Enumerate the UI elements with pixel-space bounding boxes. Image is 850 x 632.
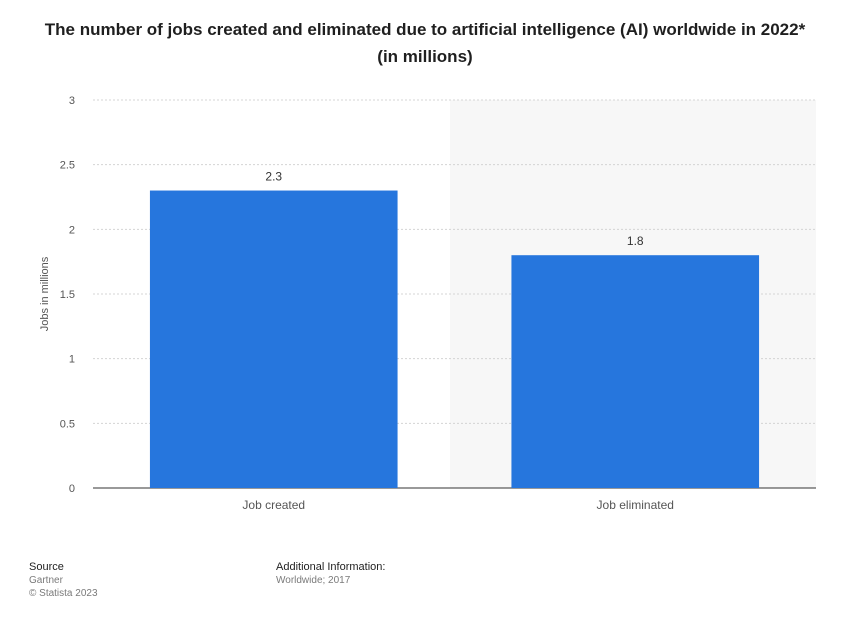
chart-title: The number of jobs created and eliminate… bbox=[44, 20, 806, 66]
additional-info-label: Additional Information: bbox=[276, 561, 386, 573]
data-labels: 2.3 1.8 bbox=[265, 170, 644, 249]
x-tick-labels: Job created Job eliminated bbox=[242, 498, 674, 512]
y-tick-label: 2.5 bbox=[60, 160, 75, 172]
bars bbox=[149, 190, 760, 489]
y-tick-label: 0.5 bbox=[60, 418, 75, 430]
y-axis-label: Jobs in millions bbox=[39, 256, 51, 331]
y-tick-label: 3 bbox=[69, 95, 75, 107]
y-tick-label: 1 bbox=[69, 354, 75, 366]
y-tick-labels: 0 0.5 1 1.5 2 2.5 3 bbox=[60, 95, 75, 495]
data-label: 2.3 bbox=[265, 170, 282, 184]
additional-info-block: Additional Information: Worldwide; 2017 bbox=[276, 561, 385, 587]
bar[interactable] bbox=[149, 190, 398, 489]
source-value: Gartner bbox=[29, 575, 63, 586]
source-label: Source bbox=[29, 561, 64, 573]
y-tick-label: 1.5 bbox=[60, 289, 75, 301]
additional-info-value: Worldwide; 2017 bbox=[276, 575, 351, 586]
bar-chart: 0 0.5 1 1.5 2 2.5 3 2.3 1.8 Job created Job elim… bbox=[39, 95, 816, 512]
y-tick-label: 2 bbox=[69, 224, 75, 236]
bar[interactable] bbox=[511, 255, 760, 488]
x-tick-label: Job created bbox=[242, 498, 305, 512]
y-tick-label: 0 bbox=[69, 483, 75, 495]
data-label: 1.8 bbox=[627, 234, 644, 248]
source-block: Source Gartner © Statista 2023 bbox=[29, 561, 98, 600]
x-tick-label: Job eliminated bbox=[597, 498, 674, 512]
copyright: © Statista 2023 bbox=[29, 588, 98, 599]
